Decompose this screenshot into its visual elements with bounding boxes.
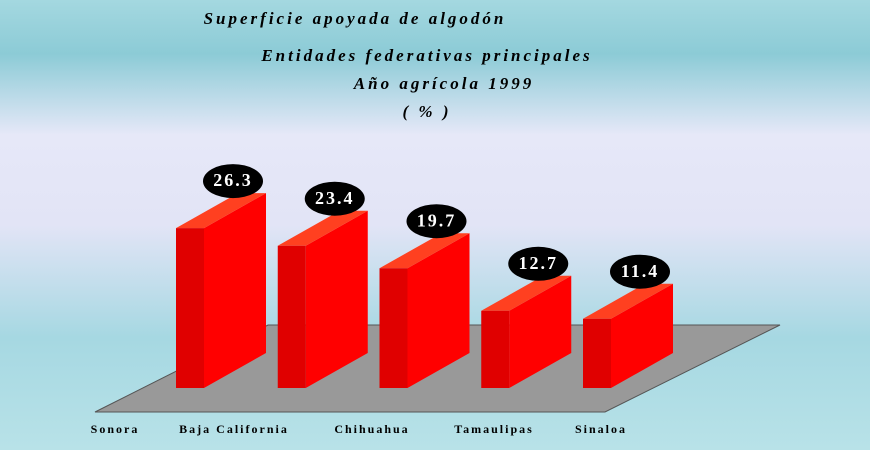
x-tick-label: Chihuahua [334, 422, 409, 436]
bar-face [611, 283, 673, 388]
bar-face [305, 210, 368, 388]
x-tick-label: Sonora [91, 422, 140, 436]
value-label-bg [508, 246, 569, 281]
bar-face [407, 233, 470, 388]
bar [481, 275, 572, 388]
value-label-bg [304, 181, 365, 216]
value-label: 12.7 [519, 253, 559, 273]
value-label: 11.4 [621, 261, 660, 281]
bar-face [379, 233, 470, 269]
bar [583, 283, 673, 388]
bar-face [204, 193, 266, 388]
value-label: 19.7 [417, 210, 457, 230]
chart-title: Superficie apoyada de algodón [204, 9, 507, 28]
bar-face [583, 283, 673, 319]
bar-face [481, 310, 510, 388]
x-tick-label: Tamaulipas [454, 422, 534, 436]
x-tick-label: Baja California [179, 422, 289, 436]
bar-face [481, 275, 572, 311]
value-label-bg [610, 254, 670, 289]
chart-subtitle: ( % ) [403, 102, 452, 121]
bar-face [379, 268, 408, 388]
x-tick-label: Sinaloa [575, 422, 627, 436]
bar-face [277, 210, 368, 246]
bar [379, 233, 470, 388]
bar-face [176, 228, 204, 388]
value-label: 23.4 [315, 188, 355, 208]
value-label-bg [406, 204, 467, 239]
chart-subtitle: Entidades federativas principales [260, 46, 592, 65]
chart-subtitle: Año agrícola 1999 [353, 74, 534, 93]
bar-face [277, 245, 306, 388]
value-label-bg [203, 164, 263, 199]
bar-face [583, 318, 611, 388]
bar [176, 193, 266, 388]
bar-face [176, 193, 266, 229]
bar-face [509, 275, 572, 388]
bar [277, 210, 368, 388]
value-label: 26.3 [213, 170, 253, 190]
